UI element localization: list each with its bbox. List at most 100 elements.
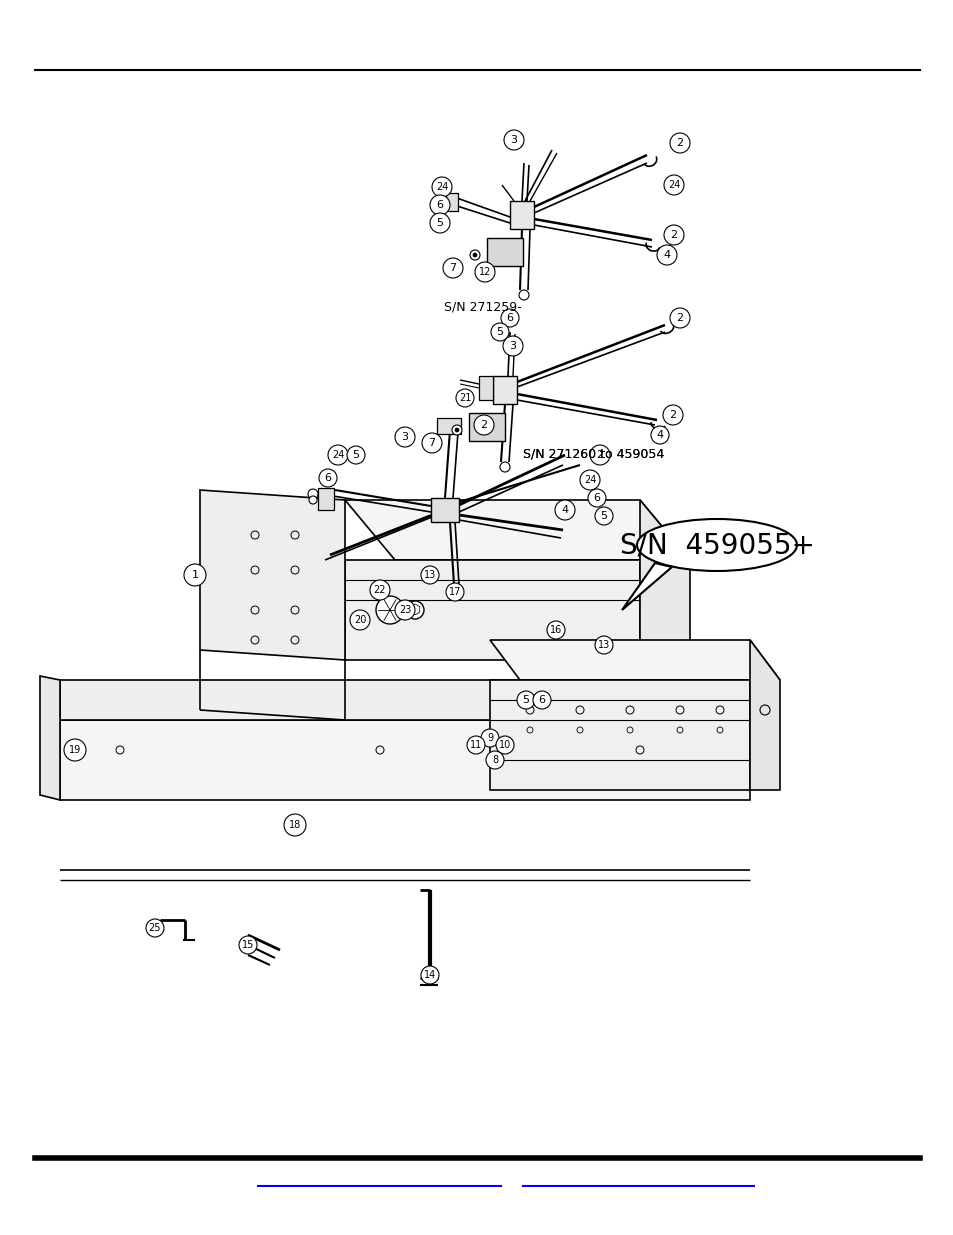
Circle shape [485,751,503,769]
Circle shape [517,692,535,709]
Text: 5: 5 [436,219,443,228]
Circle shape [579,471,599,490]
Circle shape [350,610,370,630]
FancyBboxPatch shape [431,498,458,522]
Circle shape [503,130,523,149]
Polygon shape [200,490,345,659]
Circle shape [318,469,336,487]
Circle shape [406,601,423,619]
Circle shape [452,425,461,435]
Text: 7: 7 [449,263,456,273]
Text: 6: 6 [506,312,513,324]
Circle shape [347,446,365,464]
Text: 16: 16 [549,625,561,635]
Circle shape [502,336,522,356]
Text: 6: 6 [324,473,331,483]
Text: 5: 5 [352,450,359,459]
Text: 3: 3 [510,135,517,144]
Circle shape [420,566,438,584]
Polygon shape [345,559,639,659]
Circle shape [239,936,256,953]
Text: 2: 2 [670,230,677,240]
Circle shape [328,445,348,466]
Text: 4: 4 [561,505,568,515]
Circle shape [442,258,462,278]
Circle shape [555,500,575,520]
Text: 2: 2 [676,312,683,324]
Text: 3: 3 [509,341,516,351]
Polygon shape [60,680,749,720]
Text: 20: 20 [354,615,366,625]
Circle shape [456,389,474,408]
Circle shape [308,489,317,499]
Text: 13: 13 [423,571,436,580]
Text: 10: 10 [498,740,511,750]
Circle shape [421,433,441,453]
Circle shape [432,177,452,198]
Circle shape [473,253,476,257]
Ellipse shape [637,519,796,571]
Circle shape [587,489,605,508]
Circle shape [663,175,683,195]
Text: 23: 23 [398,605,411,615]
Text: 11: 11 [470,740,481,750]
Text: 13: 13 [598,640,610,650]
Circle shape [467,736,484,755]
Polygon shape [345,500,689,559]
Text: 5: 5 [496,327,503,337]
Text: 24: 24 [667,180,679,190]
Circle shape [184,564,206,585]
Text: S/N 271260 to 459054: S/N 271260 to 459054 [522,447,663,461]
Circle shape [533,692,551,709]
Circle shape [284,814,306,836]
Text: 24: 24 [332,450,344,459]
Text: 2: 2 [480,420,487,430]
Circle shape [64,739,86,761]
Circle shape [420,966,438,984]
Circle shape [669,133,689,153]
Text: 1: 1 [192,571,198,580]
Circle shape [650,426,668,445]
Polygon shape [749,640,780,790]
Circle shape [446,583,463,601]
Text: 14: 14 [423,969,436,981]
Text: 3: 3 [401,432,408,442]
Text: 15: 15 [241,940,253,950]
Circle shape [595,636,613,655]
Circle shape [395,600,415,620]
Circle shape [663,225,683,245]
Text: 5: 5 [599,511,607,521]
Circle shape [480,729,498,747]
Text: 6: 6 [436,200,443,210]
Polygon shape [639,500,689,659]
Circle shape [146,919,164,937]
Text: S/N  459055+: S/N 459055+ [618,531,814,559]
Text: 6: 6 [537,695,545,705]
Text: 7: 7 [428,438,436,448]
Circle shape [375,597,403,624]
Circle shape [499,462,510,472]
Circle shape [395,427,415,447]
Polygon shape [490,680,749,790]
Polygon shape [621,563,671,610]
Text: 2: 2 [596,450,603,459]
FancyBboxPatch shape [317,488,334,510]
Circle shape [662,405,682,425]
Text: 24: 24 [436,182,448,191]
Text: 21: 21 [458,393,471,403]
Text: 25: 25 [149,923,161,932]
Text: 6: 6 [593,493,599,503]
Text: 19: 19 [69,745,81,755]
Circle shape [546,621,564,638]
Circle shape [474,415,494,435]
Circle shape [595,508,613,525]
Circle shape [491,324,509,341]
FancyBboxPatch shape [493,375,517,404]
Circle shape [470,249,479,261]
Circle shape [370,580,390,600]
Circle shape [430,195,450,215]
FancyBboxPatch shape [446,193,457,211]
Circle shape [309,496,316,504]
Circle shape [430,212,450,233]
Text: S/N 271260 to 459054: S/N 271260 to 459054 [522,447,663,461]
